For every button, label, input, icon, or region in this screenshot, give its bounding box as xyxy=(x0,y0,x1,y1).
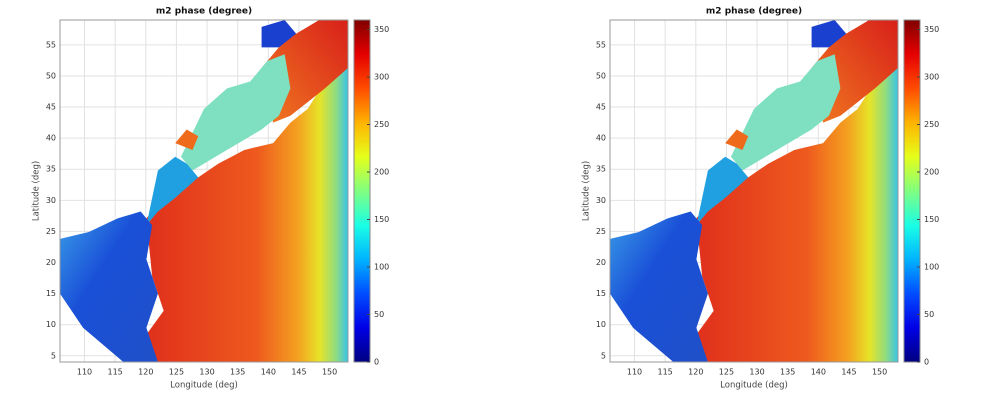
colorbar xyxy=(903,19,921,363)
y-tick-label: 50 xyxy=(596,71,606,80)
colorbar-tick-label: 100 xyxy=(924,263,939,272)
chart-title: m2 phase (degree) xyxy=(156,7,252,17)
y-tick-label: 5 xyxy=(601,351,606,360)
y-axis-label: Latitude (deg) xyxy=(32,161,42,221)
colorbar-tick-label: 200 xyxy=(374,168,389,177)
x-tick-label: 135 xyxy=(230,368,245,377)
x-tick-label: 115 xyxy=(108,368,123,377)
y-tick-label: 10 xyxy=(46,320,56,329)
colorbar-tick-label: 300 xyxy=(924,73,939,82)
x-tick-label: 115 xyxy=(658,368,673,377)
x-axis-label: Longitude (deg) xyxy=(170,381,238,391)
y-tick-label: 45 xyxy=(46,103,56,112)
colorbar-tick-label: 50 xyxy=(924,310,934,319)
x-axis-label: Longitude (deg) xyxy=(720,381,788,391)
y-tick-label: 25 xyxy=(596,227,606,236)
y-tick-label: 40 xyxy=(46,134,56,143)
colorbar-tick-label: 200 xyxy=(924,168,939,177)
colorbar-tick-label: 100 xyxy=(374,263,389,272)
x-tick-label: 145 xyxy=(841,368,856,377)
x-tick-label: 120 xyxy=(688,368,703,377)
y-tick-label: 55 xyxy=(46,40,56,49)
x-tick-label: 150 xyxy=(322,368,337,377)
x-tick-label: 120 xyxy=(138,368,153,377)
y-tick-label: 40 xyxy=(596,134,606,143)
y-tick-label: 35 xyxy=(46,165,56,174)
y-tick-label: 55 xyxy=(596,40,606,49)
colorbar-tick-label: 50 xyxy=(374,310,384,319)
y-tick-label: 25 xyxy=(46,227,56,236)
y-tick-label: 30 xyxy=(46,196,56,205)
y-tick-label: 30 xyxy=(596,196,606,205)
colorbar-tick-label: 350 xyxy=(924,25,939,34)
colorbar-tick-label: 0 xyxy=(374,358,379,367)
y-tick-label: 20 xyxy=(596,258,606,267)
x-tick-label: 135 xyxy=(780,368,795,377)
y-tick-label: 35 xyxy=(596,165,606,174)
y-tick-label: 45 xyxy=(596,103,606,112)
chart-title: m2 phase (degree) xyxy=(706,7,802,17)
colorbar-tick-label: 150 xyxy=(374,215,389,224)
y-axis-label: Latitude (deg) xyxy=(582,161,592,221)
x-tick-label: 140 xyxy=(811,368,826,377)
x-tick-label: 110 xyxy=(77,368,92,377)
x-tick-label: 140 xyxy=(261,368,276,377)
y-tick-label: 5 xyxy=(51,351,56,360)
colorbar xyxy=(353,19,371,363)
x-tick-label: 110 xyxy=(627,368,642,377)
y-tick-label: 10 xyxy=(596,320,606,329)
x-tick-label: 145 xyxy=(291,368,306,377)
x-tick-label: 125 xyxy=(169,368,184,377)
colorbar-tick-label: 0 xyxy=(924,358,929,367)
y-tick-label: 15 xyxy=(46,289,56,298)
colorbar-tick-label: 150 xyxy=(924,215,939,224)
x-tick-label: 150 xyxy=(872,368,887,377)
colorbar-tick-label: 300 xyxy=(374,73,389,82)
x-tick-label: 125 xyxy=(719,368,734,377)
colorbar-tick-label: 250 xyxy=(924,120,939,129)
colorbar-tick-label: 350 xyxy=(374,25,389,34)
axes-frame xyxy=(59,19,349,363)
y-tick-label: 50 xyxy=(46,71,56,80)
x-tick-label: 130 xyxy=(749,368,764,377)
y-tick-label: 20 xyxy=(46,258,56,267)
axes-frame xyxy=(609,19,899,363)
x-tick-label: 130 xyxy=(199,368,214,377)
y-tick-label: 15 xyxy=(596,289,606,298)
colorbar-tick-label: 250 xyxy=(374,120,389,129)
